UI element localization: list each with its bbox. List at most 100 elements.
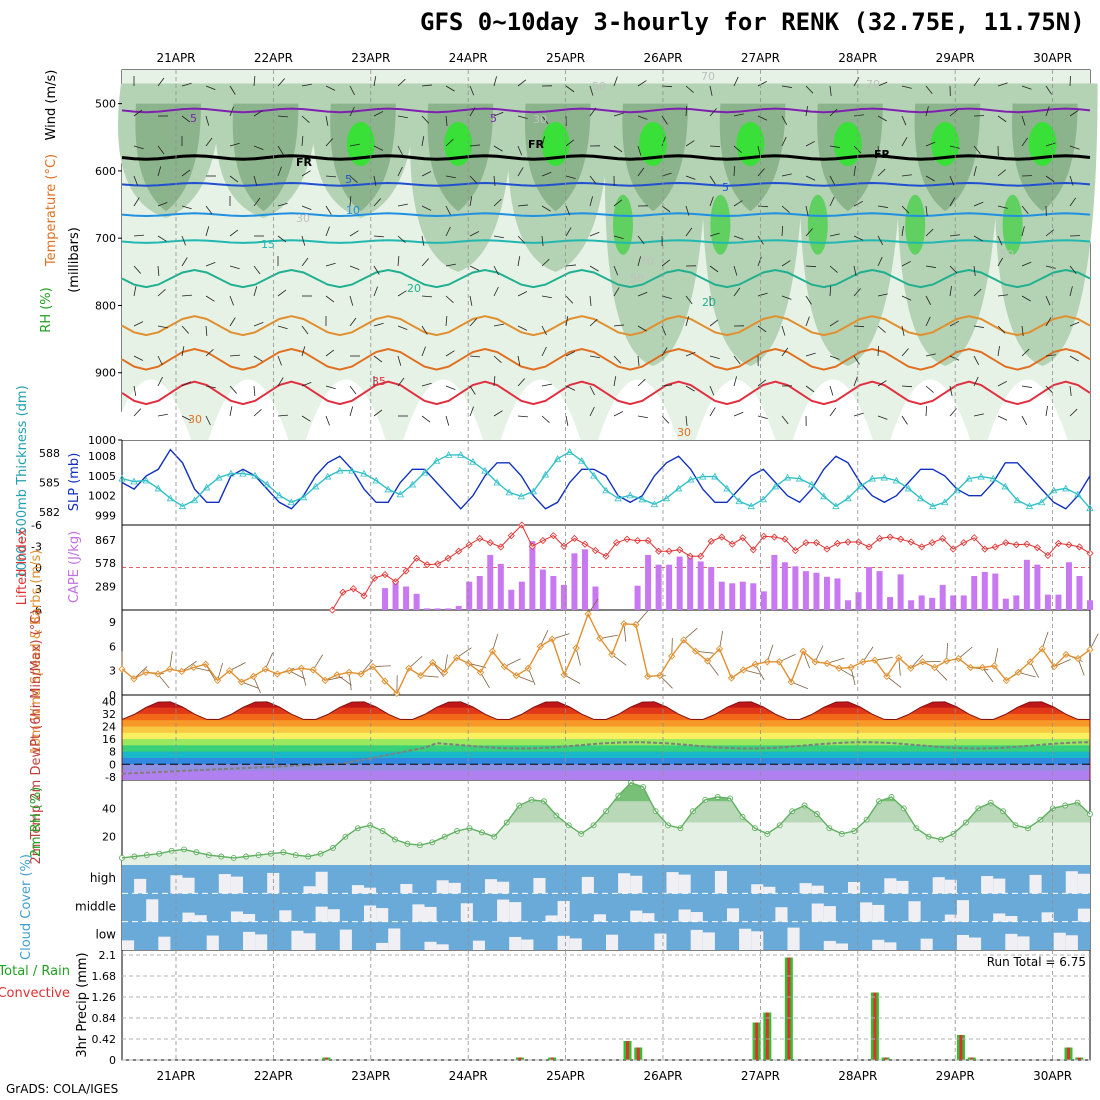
wind-barb <box>997 205 1008 209</box>
cloud-fraction-bar <box>170 875 183 894</box>
cloud-fraction-bar <box>799 883 812 894</box>
surface-wind-barb <box>1041 631 1049 649</box>
cape-bar <box>792 566 799 610</box>
wind-barb <box>325 415 330 426</box>
cloud-fraction-bar <box>533 878 546 894</box>
contour-label: 5 <box>722 181 729 194</box>
dry-bubble <box>695 379 776 440</box>
saturated-core <box>710 194 731 255</box>
cape-bar <box>697 561 704 610</box>
wind-barb <box>421 325 428 335</box>
wind-barb <box>1045 175 1055 183</box>
wind-barb <box>685 205 690 216</box>
cloud-fraction-bar <box>182 877 195 894</box>
wind-barb <box>277 115 288 118</box>
wind-barb <box>133 385 137 396</box>
wind-barb <box>181 82 192 87</box>
wind-barb <box>373 198 381 207</box>
wind-barb <box>397 203 408 207</box>
wind-barb <box>253 175 258 186</box>
li-tick-label: 6 <box>35 604 42 617</box>
temp-tick-label: -8 <box>105 771 116 784</box>
wind-barb <box>229 295 234 306</box>
wind-barb <box>733 265 738 276</box>
contour-label: 30 <box>188 413 202 426</box>
wind-barb <box>685 316 689 327</box>
wind-barb <box>997 294 1008 297</box>
top-date-label: 28APR <box>838 51 877 65</box>
wind-barb <box>301 415 311 422</box>
thickness-point <box>529 487 538 495</box>
cape-bar <box>876 571 883 610</box>
wind-barb <box>901 325 905 336</box>
wind-barb <box>973 325 984 328</box>
wind-barb <box>205 415 211 426</box>
wind-barb <box>973 145 981 155</box>
wind-barb <box>157 166 162 177</box>
cape-bar <box>739 581 746 610</box>
slp-tick-label: 1005 <box>88 470 116 483</box>
wind-barb <box>397 78 406 87</box>
wind-barb <box>565 415 569 426</box>
precip-tick-label: 2.1 <box>99 949 117 962</box>
wind-barb <box>253 110 263 117</box>
precip-tick-label: 1.68 <box>92 970 117 983</box>
wind-barb <box>613 112 624 117</box>
wind-barb <box>733 355 741 365</box>
thickness-point <box>723 484 731 492</box>
wind-barb <box>445 316 448 327</box>
wind-barb <box>277 202 288 207</box>
wind-barb <box>805 228 813 237</box>
thickness-point <box>662 494 671 502</box>
precip-tick-label: 0.42 <box>92 1033 117 1046</box>
cloud-fraction-bar <box>969 937 982 950</box>
wind-barb <box>253 322 264 327</box>
wind-barb <box>205 137 213 147</box>
wind-barb <box>829 196 835 207</box>
wind-barb <box>349 406 354 417</box>
dry-bubble <box>403 379 484 440</box>
wind-barb <box>373 175 377 186</box>
cloud-fraction-bar <box>412 904 425 922</box>
lifted-index-point <box>1086 549 1094 557</box>
thickness-point <box>1086 504 1094 512</box>
cloud-fraction-bar <box>424 906 437 922</box>
wind-barb <box>253 355 263 362</box>
top-date-label: 25APR <box>546 51 585 65</box>
wind-barb <box>901 385 913 388</box>
wind-barb <box>133 109 143 117</box>
wind-barb <box>349 196 352 207</box>
wind-barb <box>949 355 960 361</box>
wind-barb <box>877 235 884 246</box>
surface-wind-barb <box>707 660 719 676</box>
wind-barb <box>157 265 160 276</box>
precip-panel: Run Total = 6.75 <box>322 955 1086 1060</box>
wind-barb <box>877 81 888 87</box>
wind-barb <box>589 295 592 306</box>
wind-barb <box>277 289 287 297</box>
wind-barb <box>853 288 861 297</box>
cape-bar <box>950 595 957 610</box>
saturated-core <box>807 194 828 255</box>
wind-barb <box>445 85 455 92</box>
wind-barb <box>133 286 137 297</box>
precip-convective-bar <box>518 1057 522 1060</box>
wind-barb <box>685 227 693 237</box>
surface-wind-barb <box>862 646 874 663</box>
wind-barb <box>781 260 791 267</box>
wind-barb <box>157 355 163 366</box>
surface-wind-barb <box>552 633 570 640</box>
wind-barb <box>301 83 312 87</box>
cape-bar <box>929 597 936 610</box>
wind-barb <box>661 384 672 387</box>
wind-barb <box>181 205 192 210</box>
wind-barb <box>709 319 719 327</box>
wind-barb <box>709 108 717 117</box>
wind-barb <box>613 235 624 239</box>
surface-wind-barb <box>958 646 973 659</box>
wind-barb <box>397 256 400 267</box>
wind-barb <box>541 205 551 212</box>
thickness-line <box>121 451 1091 509</box>
thickness-point <box>590 471 598 479</box>
cape-bar <box>1044 594 1051 610</box>
